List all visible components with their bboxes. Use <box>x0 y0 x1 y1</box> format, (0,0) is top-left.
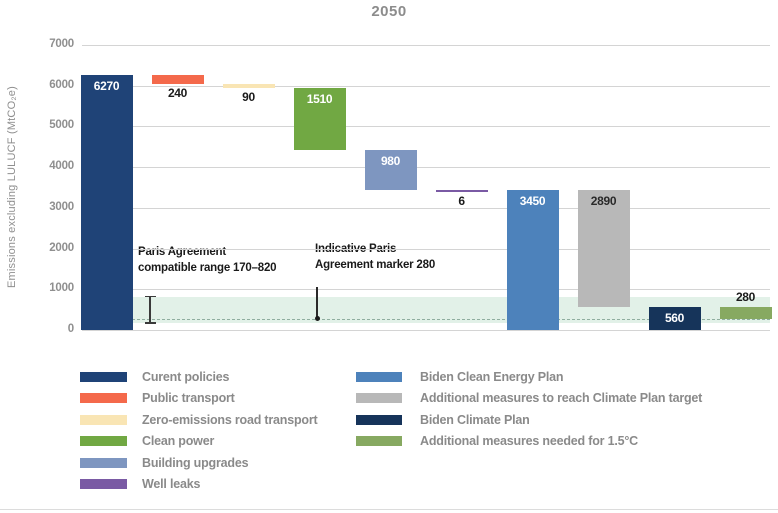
legend-item-additional-measures-to-reach-climate-plan-target: Additional measures to reach Climate Pla… <box>356 388 702 410</box>
plot-area: Paris Agreement compatible range 170–820… <box>80 45 772 331</box>
paris-marker-annotation: Indicative Paris Agreement marker 280 <box>315 242 435 273</box>
y-tick-label: 7000 <box>49 38 74 50</box>
legend-item-label: Additional measures to reach Climate Pla… <box>420 391 703 406</box>
legend-column-1: Curent policies Public transport Zero-emis… <box>80 366 318 495</box>
legend-item-label: Well leaks <box>142 477 201 492</box>
paris-range-error-bar-cap <box>144 295 156 298</box>
legend-swatch <box>80 436 127 447</box>
legend-swatch <box>80 414 127 425</box>
legend-item-clean-power: Clean power <box>80 431 318 453</box>
chart-title: 2050 <box>371 3 407 20</box>
paris-range-error-bar-cap <box>144 322 156 324</box>
bar-value-label: 980 <box>380 153 401 168</box>
bar-value-label: 280 <box>735 290 756 305</box>
paris-marker-annotation-line2: Agreement marker 280 <box>315 258 436 271</box>
legend-item-public-transport: Public transport <box>80 388 318 410</box>
y-tick-label: 3000 <box>49 200 74 213</box>
bar-well-leaks <box>435 189 488 193</box>
legend-swatch <box>356 414 402 425</box>
legend-item-biden-clean-energy-plan: Biden Clean Energy Plan <box>356 366 702 388</box>
legend-item-label: Curent policies <box>142 369 230 384</box>
legend-swatch <box>80 479 127 490</box>
paris-marker-dot <box>314 316 320 322</box>
bar-value-label: 6 <box>458 194 465 209</box>
gridline <box>82 289 770 291</box>
legend-swatch <box>80 393 127 404</box>
legend-item-curent-policies: Curent policies <box>80 366 318 388</box>
legend-item-label: Zero-emissions road transport <box>142 412 318 427</box>
bar-building-upgrades <box>364 149 417 190</box>
legend-swatch <box>356 371 402 382</box>
legend-swatch <box>80 457 127 468</box>
y-tick-label: 0 <box>67 323 74 335</box>
gridline <box>82 330 770 331</box>
legend-item-label: Biden Climate Plan <box>420 412 530 427</box>
y-tick-label: 4000 <box>49 160 74 173</box>
legend-item-zero-emissions-road-transport: Zero-emissions road transport <box>80 409 318 431</box>
legend-item-label: Public transport <box>142 391 235 406</box>
paris-marker-annotation-line1: Indicative Paris <box>315 243 397 255</box>
legend-item-label: Additional measures needed for 1.5°C <box>420 434 638 449</box>
legend-item-label: Biden Clean Energy Plan <box>420 369 564 384</box>
bar-value-label: 1510 <box>306 92 333 107</box>
bar-zero-emissions-road-transport <box>222 84 275 89</box>
paris-range-annotation-line2: compatible range 170–820 <box>138 261 277 274</box>
gridline <box>82 248 770 250</box>
legend-item-building-upgrades: Building upgrades <box>80 452 318 474</box>
legend-item-additional-measures-needed-for-1-5-c: Additional measures needed for 1.5°C <box>356 431 702 453</box>
bottom-divider <box>0 509 778 510</box>
gridline <box>82 207 770 209</box>
bar-value-label: 3450 <box>519 193 546 208</box>
legend-swatch <box>356 393 402 404</box>
bar-biden-climate-plan <box>648 307 701 330</box>
legend-column-2: Biden Clean Energy Plan Additional measur… <box>356 366 702 452</box>
y-tick-label: 5000 <box>49 119 74 132</box>
gridline <box>82 167 770 169</box>
paris-range-annotation: Paris Agreement compatible range 170–820 <box>138 245 277 276</box>
paris-marker-dashed-line <box>82 318 770 320</box>
bar-value-label: 560 <box>664 311 685 326</box>
bar-clean-power <box>293 88 346 150</box>
y-tick-label: 6000 <box>49 78 74 91</box>
bar-value-label: 6270 <box>93 78 120 93</box>
bar-value-label: 240 <box>167 86 188 101</box>
gridline <box>82 85 770 87</box>
y-tick-label: 2000 <box>49 241 74 254</box>
legend-item-well-leaks: Well leaks <box>80 474 318 496</box>
paris-marker-line <box>316 287 318 319</box>
gridline <box>82 45 770 46</box>
legend-item-biden-climate-plan: Biden Climate Plan <box>356 409 702 431</box>
legend-swatch <box>356 436 402 447</box>
bar-additional-measures-to-reach-climate-plan-target <box>577 189 630 308</box>
y-tick-label: 1000 <box>49 282 74 295</box>
legend-item-label: Clean power <box>142 434 215 449</box>
gridline <box>82 126 770 128</box>
bar-curent-policies <box>80 74 133 330</box>
y-axis-label: Emissions excluding LULUCF (MtCO₂e) <box>6 86 18 289</box>
paris-range-annotation-line1: Paris Agreement <box>138 246 226 258</box>
bar-biden-clean-energy-plan <box>506 189 559 330</box>
bar-public-transport <box>151 74 204 85</box>
legend-swatch <box>80 371 127 382</box>
legend-item-label: Building upgrades <box>142 455 249 470</box>
bar-value-label: 2890 <box>590 193 617 208</box>
paris-range-error-bar <box>149 296 151 324</box>
bar-value-label: 90 <box>242 90 255 105</box>
bar-additional-measures-needed-for-1-5-c <box>719 307 772 319</box>
